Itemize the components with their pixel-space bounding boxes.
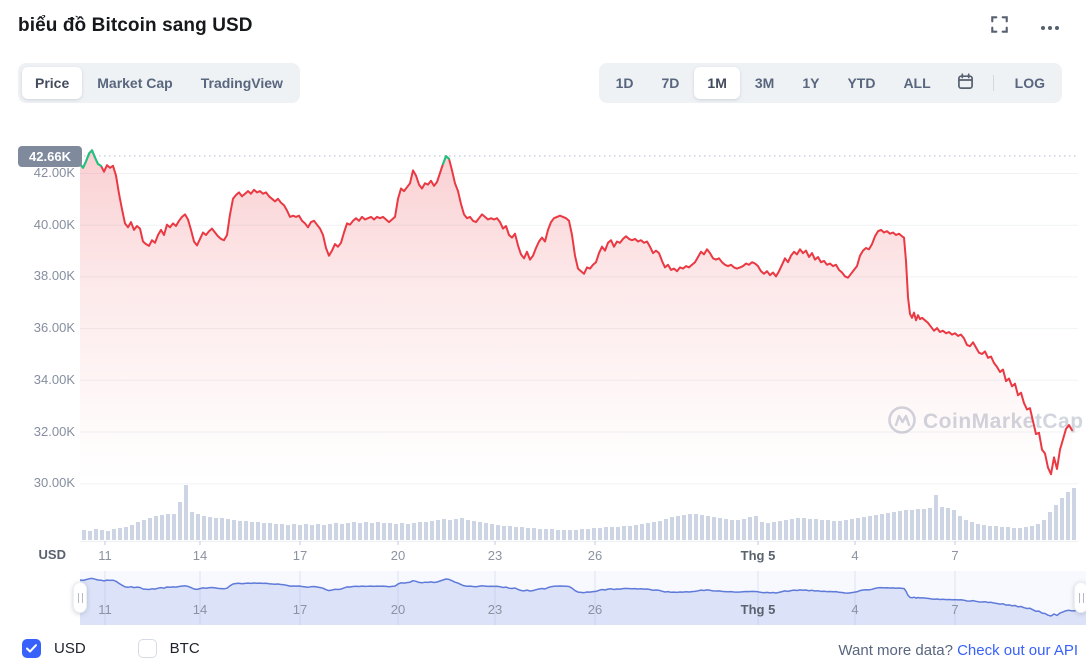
y-axis-label: 40.00K xyxy=(33,216,75,232)
brush-axis-label: 11 xyxy=(98,602,112,617)
btc-checkbox-label: BTC xyxy=(169,640,200,657)
x-axis-label: 7 xyxy=(951,548,959,563)
price-line xyxy=(79,149,1073,476)
y-axis-unit-label: USD xyxy=(38,547,66,562)
x-axis-label: 4 xyxy=(851,548,859,563)
brush-axis-label: 4 xyxy=(851,602,859,617)
brush-axis-label: 23 xyxy=(487,602,503,617)
btc-checkbox-row[interactable]: BTC xyxy=(137,639,200,658)
brush-line xyxy=(79,577,1086,617)
brush-right-handle[interactable] xyxy=(1074,582,1086,613)
x-axis-label: 26 xyxy=(587,548,603,563)
brush-minimap xyxy=(79,571,1086,625)
ellipsis-icon xyxy=(1040,19,1060,34)
range-tab-1d[interactable]: 1D xyxy=(603,67,647,99)
date-range-tabs: 1D 7D 1M 3M 1Y YTD ALL xyxy=(603,67,944,99)
x-axis-label: 17 xyxy=(292,548,308,563)
range-tab-1y[interactable]: 1Y xyxy=(789,67,832,99)
drag-grip-icon xyxy=(77,592,83,603)
usd-checkbox-label: USD xyxy=(54,640,86,657)
chart-header: biểu đồ Bitcoin sang USD xyxy=(18,6,1062,46)
x-axis-label: 11 xyxy=(98,548,112,563)
brush-left-handle[interactable] xyxy=(73,582,87,613)
brush-axis-label: 7 xyxy=(951,602,959,617)
page-title: biểu đồ Bitcoin sang USD xyxy=(18,15,253,36)
chart-type-tabs: Price Market Cap TradingView xyxy=(18,63,300,103)
drag-grip-icon xyxy=(1078,592,1084,603)
more-options-button[interactable] xyxy=(1038,17,1062,36)
volume-bars xyxy=(82,485,1076,540)
y-axis-label: 30.00K xyxy=(33,475,75,491)
tab-tradingview[interactable]: TradingView xyxy=(188,67,296,99)
usd-checkbox-row[interactable]: USD xyxy=(22,639,86,658)
y-axis-label: 36.00K xyxy=(33,320,75,336)
fullscreen-button[interactable] xyxy=(989,14,1010,38)
x-axis-label: 20 xyxy=(390,548,406,563)
brush-area-fill xyxy=(80,578,1086,625)
fullscreen-icon xyxy=(991,16,1008,36)
tab-market-cap[interactable]: Market Cap xyxy=(84,67,185,99)
y-axis-label: 38.00K xyxy=(33,268,75,284)
price-axis-badge: 42.66K xyxy=(18,146,82,167)
toolbar-divider xyxy=(992,75,994,91)
x-axis-label: Thg 5 xyxy=(740,548,776,563)
calendar-button[interactable] xyxy=(946,67,985,99)
price-line-up-segment xyxy=(442,155,450,165)
btc-checkbox[interactable] xyxy=(137,639,157,658)
tab-price[interactable]: Price xyxy=(22,67,83,99)
api-promo: Want more data? Check out our API xyxy=(838,642,1078,659)
check-icon xyxy=(26,640,37,658)
range-tab-3m[interactable]: 3M xyxy=(742,67,787,99)
x-axis-label: 23 xyxy=(487,548,503,563)
range-controls: 1D 7D 1M 3M 1Y YTD ALL LOG xyxy=(598,63,1062,103)
log-scale-toggle[interactable]: LOG xyxy=(1002,67,1058,99)
brush-axis-label: 20 xyxy=(390,602,406,617)
brush-axis-label: 17 xyxy=(292,602,308,617)
usd-checkbox[interactable] xyxy=(22,639,41,658)
brush-axis-label: 14 xyxy=(192,602,208,617)
range-tab-7d[interactable]: 7D xyxy=(649,67,693,99)
brush-axis-label: 26 xyxy=(587,602,603,617)
api-promo-text: Want more data? xyxy=(838,642,953,659)
chart-toolbar: Price Market Cap TradingView 1D 7D 1M 3M 1Y YTD… xyxy=(18,63,1062,103)
y-axis-label: 34.00K xyxy=(33,371,75,387)
range-tab-ytd[interactable]: YTD xyxy=(834,67,888,99)
price-line-up-segment xyxy=(79,149,102,169)
calendar-icon xyxy=(957,73,974,93)
price-area-fill xyxy=(80,150,1072,542)
brush-axis-label: Thg 5 xyxy=(740,602,776,617)
range-tab-1m[interactable]: 1M xyxy=(694,67,740,99)
y-axis-label: 42.00K xyxy=(33,165,75,180)
api-link[interactable]: Check out our API xyxy=(957,642,1078,659)
currency-legend: USD BTC xyxy=(22,639,200,658)
x-axis-label: 14 xyxy=(192,548,208,563)
y-axis-label: 32.00K xyxy=(33,423,75,439)
range-tab-all[interactable]: ALL xyxy=(890,67,943,99)
